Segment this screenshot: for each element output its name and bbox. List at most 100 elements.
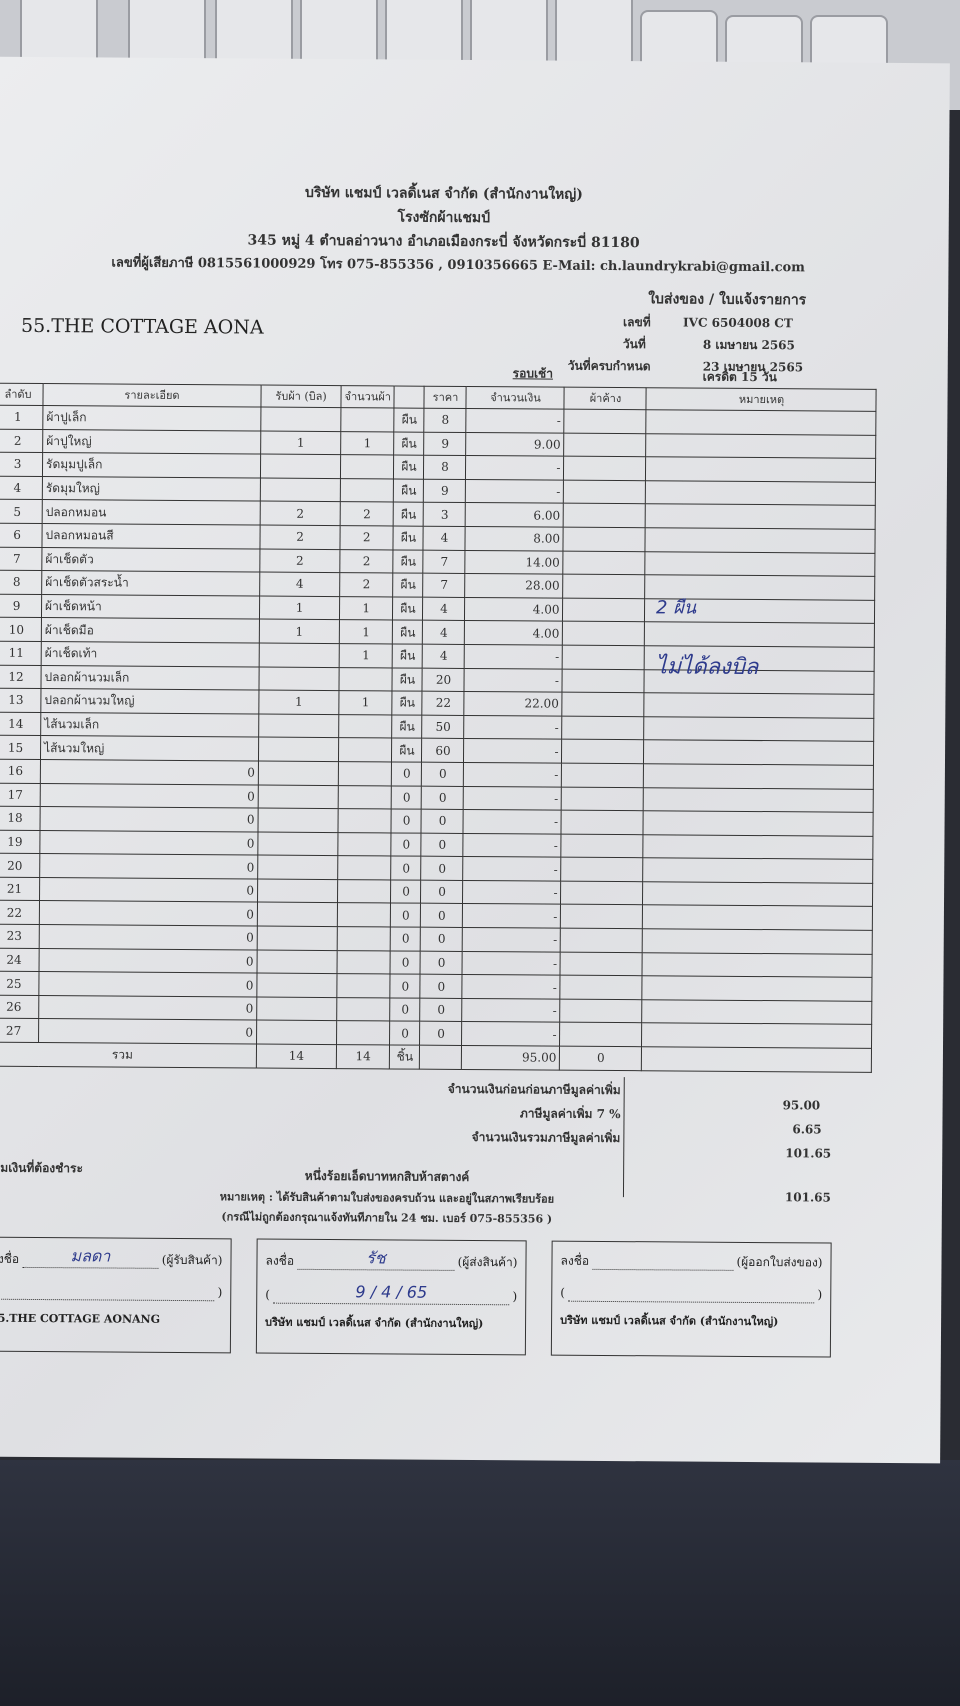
unit-price-cell: 0 xyxy=(421,809,464,834)
amount-cell: - xyxy=(462,880,562,905)
quantity-cell xyxy=(338,667,393,692)
amount-cell: - xyxy=(463,856,562,882)
pending-cell xyxy=(563,456,647,481)
date-label: วันที่ xyxy=(622,337,646,352)
amount-in-words: หนึ่งร้อยเอ็ดบาทหกสิบห้าสตางค์ xyxy=(304,1168,470,1185)
unit-cell: 0 xyxy=(391,832,422,857)
pending-cell xyxy=(562,621,645,646)
amount-cell: - xyxy=(463,833,562,858)
amount-cell: - xyxy=(461,1021,561,1047)
remark-cell xyxy=(643,858,874,884)
remark-cell xyxy=(643,834,874,860)
received-qty-cell xyxy=(257,855,338,880)
pending-cell xyxy=(562,597,646,623)
unit-cell: ผืน xyxy=(394,431,425,456)
total-row: รวม 14 14 ชิ้น 95.00 0 xyxy=(0,1042,872,1072)
keyboard-key xyxy=(385,0,463,68)
keyboard-key xyxy=(128,0,206,68)
received-qty-cell xyxy=(256,973,338,998)
quantity-cell: 1 xyxy=(340,431,395,456)
row-number-cell: 9 xyxy=(0,593,42,618)
unit-price-cell: 0 xyxy=(420,903,463,928)
amount-total-cell: 95.00 xyxy=(461,1045,560,1070)
item-description-cell: 0 xyxy=(38,995,257,1021)
amount-cell: 9.00 xyxy=(466,432,565,457)
quantity-cell: 2 xyxy=(339,549,394,574)
remark-cell xyxy=(645,551,876,577)
amount-cell: - xyxy=(462,974,561,999)
quantity-cell xyxy=(338,737,393,762)
row-number-cell: 22 xyxy=(0,900,40,925)
quantity-cell: 1 xyxy=(339,643,393,668)
row-number-cell: 14 xyxy=(0,711,41,736)
row-number-cell: 21 xyxy=(0,877,40,901)
incl-vat-label: จำนวนเงินรวมภาษีมูลค่าเพิ่ม xyxy=(471,1130,621,1146)
quantity-cell xyxy=(336,973,391,998)
item-description-cell: ผ้าปูใหญ่ xyxy=(42,429,261,455)
amount-cell: 6.00 xyxy=(465,502,564,528)
sign-label: ลงชื่อ xyxy=(265,1253,295,1269)
row-number-cell: 17 xyxy=(0,782,41,807)
signer-role: (ผู้รับสินค้า) xyxy=(161,1253,223,1268)
received-qty-cell xyxy=(260,407,341,432)
signature-date xyxy=(567,1281,815,1304)
received-qty-cell xyxy=(257,926,338,951)
unit-price-cell: 0 xyxy=(420,974,463,999)
received-qty-cell xyxy=(257,949,338,974)
signer-company: บริษัท แชมป์ เวลดิ้เนส จำกัด (สำนักงานให… xyxy=(265,1315,484,1330)
pending-cell xyxy=(560,951,643,976)
amount-cell: - xyxy=(462,903,561,929)
item-description-cell: 0 xyxy=(39,948,258,974)
item-description-cell: ผ้าปูเล็ก xyxy=(42,405,261,431)
pending-cell xyxy=(564,409,647,434)
document-type: ใบส่งของ / ใบแจ้งรายการ xyxy=(648,291,807,309)
quantity-cell: 2 xyxy=(339,572,394,597)
quantity-cell: 1 xyxy=(339,596,394,621)
item-description-cell: 0 xyxy=(38,971,258,997)
received-qty-cell xyxy=(258,760,339,786)
row-number-cell: 1 xyxy=(0,405,43,430)
unit-cell: ผืน xyxy=(392,691,423,715)
received-qty-cell: 2 xyxy=(259,548,340,573)
unit-cell: 0 xyxy=(390,997,421,1022)
round-label: รอบเช้า xyxy=(512,366,554,381)
column-header: ราคา xyxy=(424,386,467,409)
handwritten-signature: มลดา xyxy=(22,1245,159,1269)
remark-cell xyxy=(645,574,876,601)
item-description-cell: ปลอกผ้านวมเล็ก xyxy=(40,665,260,691)
quantity-cell xyxy=(338,761,392,786)
received-qty-cell xyxy=(257,808,339,833)
unit-cell: 0 xyxy=(390,879,422,904)
remark-contact: (กรณีไม่ถูกต้องกรุณาแจ้งทันทีภายใน 24 ชม… xyxy=(221,1210,553,1226)
empty-total-cell xyxy=(419,1045,462,1070)
received-qty-cell: 1 xyxy=(259,595,340,620)
quantity-cell xyxy=(340,407,395,432)
remark-cell xyxy=(643,740,875,766)
unit-price-cell: 7 xyxy=(423,549,466,574)
handwritten-signature xyxy=(592,1249,734,1271)
amount-cell: - xyxy=(465,455,565,480)
remark-cell xyxy=(642,975,873,1002)
amount-due-value: 101.65 xyxy=(784,1190,831,1205)
column-header: รายละเอียด xyxy=(42,383,262,408)
signature-box: ลงชื่อ รัช (ผู้ส่งสินค้า) (9 / 4 / 65) บริ… xyxy=(255,1238,527,1356)
received-qty-cell xyxy=(256,1020,337,1045)
pending-cell xyxy=(561,786,644,811)
pending-cell xyxy=(563,550,646,575)
signer-company: บริษัท แชมป์ เวลดิ้เนส จำกัด (สำนักงานให… xyxy=(560,1313,779,1329)
unit-cell: 0 xyxy=(390,927,421,951)
customer-name: 55.THE COTTAGE AONA xyxy=(20,314,264,339)
incl-vat-value: 101.65 xyxy=(785,1146,832,1161)
item-description-cell: ผ้าเช็ดตัวสระน้ำ xyxy=(41,570,260,596)
amount-cell: - xyxy=(465,479,564,504)
pending-cell xyxy=(561,857,644,882)
sign-label: ลงชื่อ xyxy=(560,1254,590,1269)
unit-cell: 0 xyxy=(389,1021,421,1046)
summary-divider xyxy=(622,1077,625,1198)
quantity-cell xyxy=(340,478,394,503)
unit-price-cell: 8 xyxy=(423,455,467,480)
signer-role: (ผู้ส่งสินค้า) xyxy=(457,1255,518,1270)
item-description-cell: ผ้าเช็ดหน้า xyxy=(41,594,260,620)
unit-price-cell: 4 xyxy=(422,620,465,645)
